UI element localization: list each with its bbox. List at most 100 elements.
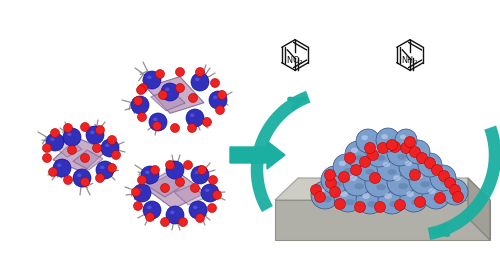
Ellipse shape <box>100 165 104 169</box>
Circle shape <box>160 217 170 227</box>
Ellipse shape <box>433 196 443 202</box>
Ellipse shape <box>428 166 436 171</box>
Circle shape <box>48 168 58 176</box>
Ellipse shape <box>195 170 200 174</box>
Circle shape <box>310 185 322 195</box>
Circle shape <box>378 143 388 153</box>
Ellipse shape <box>382 134 388 139</box>
Circle shape <box>202 117 211 127</box>
Polygon shape <box>53 138 107 172</box>
Circle shape <box>442 179 468 205</box>
Ellipse shape <box>383 162 390 167</box>
Ellipse shape <box>147 205 152 209</box>
Polygon shape <box>342 193 367 207</box>
Circle shape <box>364 143 376 153</box>
Circle shape <box>350 164 362 175</box>
Polygon shape <box>54 139 82 157</box>
Circle shape <box>410 169 420 181</box>
Circle shape <box>188 123 196 133</box>
Circle shape <box>343 168 371 196</box>
Polygon shape <box>174 185 206 205</box>
Ellipse shape <box>327 173 335 179</box>
Circle shape <box>64 123 72 133</box>
Ellipse shape <box>452 193 462 199</box>
Ellipse shape <box>398 183 408 189</box>
Ellipse shape <box>77 174 82 177</box>
Circle shape <box>198 165 206 175</box>
Ellipse shape <box>345 199 355 205</box>
Ellipse shape <box>410 168 418 174</box>
Polygon shape <box>330 175 360 195</box>
Circle shape <box>324 169 336 181</box>
Ellipse shape <box>362 193 370 199</box>
Ellipse shape <box>420 181 430 187</box>
Circle shape <box>189 201 207 219</box>
Circle shape <box>133 184 151 202</box>
Circle shape <box>404 137 415 147</box>
Circle shape <box>416 152 428 163</box>
Ellipse shape <box>190 114 194 117</box>
Circle shape <box>166 161 174 169</box>
Ellipse shape <box>366 169 374 175</box>
Circle shape <box>64 175 72 185</box>
Circle shape <box>395 129 417 151</box>
Circle shape <box>434 193 446 204</box>
Circle shape <box>330 187 340 198</box>
Ellipse shape <box>388 169 396 175</box>
Circle shape <box>212 191 222 199</box>
Circle shape <box>156 69 164 79</box>
Circle shape <box>399 154 425 180</box>
Circle shape <box>46 133 64 151</box>
Ellipse shape <box>411 199 421 205</box>
Polygon shape <box>151 89 185 111</box>
Polygon shape <box>396 157 420 173</box>
Circle shape <box>42 144 51 152</box>
Circle shape <box>374 201 386 212</box>
Ellipse shape <box>147 75 152 79</box>
Circle shape <box>196 68 204 76</box>
Polygon shape <box>73 150 103 170</box>
Circle shape <box>400 143 411 153</box>
Ellipse shape <box>344 168 352 174</box>
Circle shape <box>400 184 428 212</box>
Circle shape <box>191 73 209 91</box>
Circle shape <box>366 141 392 167</box>
Circle shape <box>365 169 393 197</box>
Ellipse shape <box>332 181 342 187</box>
Circle shape <box>143 201 161 219</box>
Ellipse shape <box>440 179 450 185</box>
Circle shape <box>170 123 179 133</box>
Circle shape <box>138 175 146 185</box>
Ellipse shape <box>366 142 374 147</box>
Ellipse shape <box>361 162 368 167</box>
Circle shape <box>432 164 442 175</box>
Circle shape <box>149 113 167 131</box>
Circle shape <box>218 91 226 99</box>
Circle shape <box>311 181 339 209</box>
Circle shape <box>96 126 104 134</box>
Circle shape <box>80 177 90 187</box>
Circle shape <box>161 83 179 101</box>
Circle shape <box>418 153 442 177</box>
Text: NH$_2$: NH$_2$ <box>402 54 418 67</box>
Circle shape <box>386 139 398 151</box>
Circle shape <box>86 126 104 144</box>
Ellipse shape <box>90 130 94 134</box>
Circle shape <box>132 187 140 197</box>
Circle shape <box>216 105 224 115</box>
Circle shape <box>321 166 349 194</box>
Ellipse shape <box>384 193 392 199</box>
Ellipse shape <box>153 117 158 121</box>
Circle shape <box>80 122 90 132</box>
Ellipse shape <box>317 188 325 194</box>
Circle shape <box>73 169 91 187</box>
Circle shape <box>356 129 380 153</box>
Circle shape <box>186 109 204 127</box>
Ellipse shape <box>170 211 174 214</box>
Ellipse shape <box>205 188 210 192</box>
Ellipse shape <box>105 144 110 147</box>
Circle shape <box>360 157 370 168</box>
Circle shape <box>158 91 168 99</box>
Ellipse shape <box>354 183 364 189</box>
Circle shape <box>334 199 345 210</box>
